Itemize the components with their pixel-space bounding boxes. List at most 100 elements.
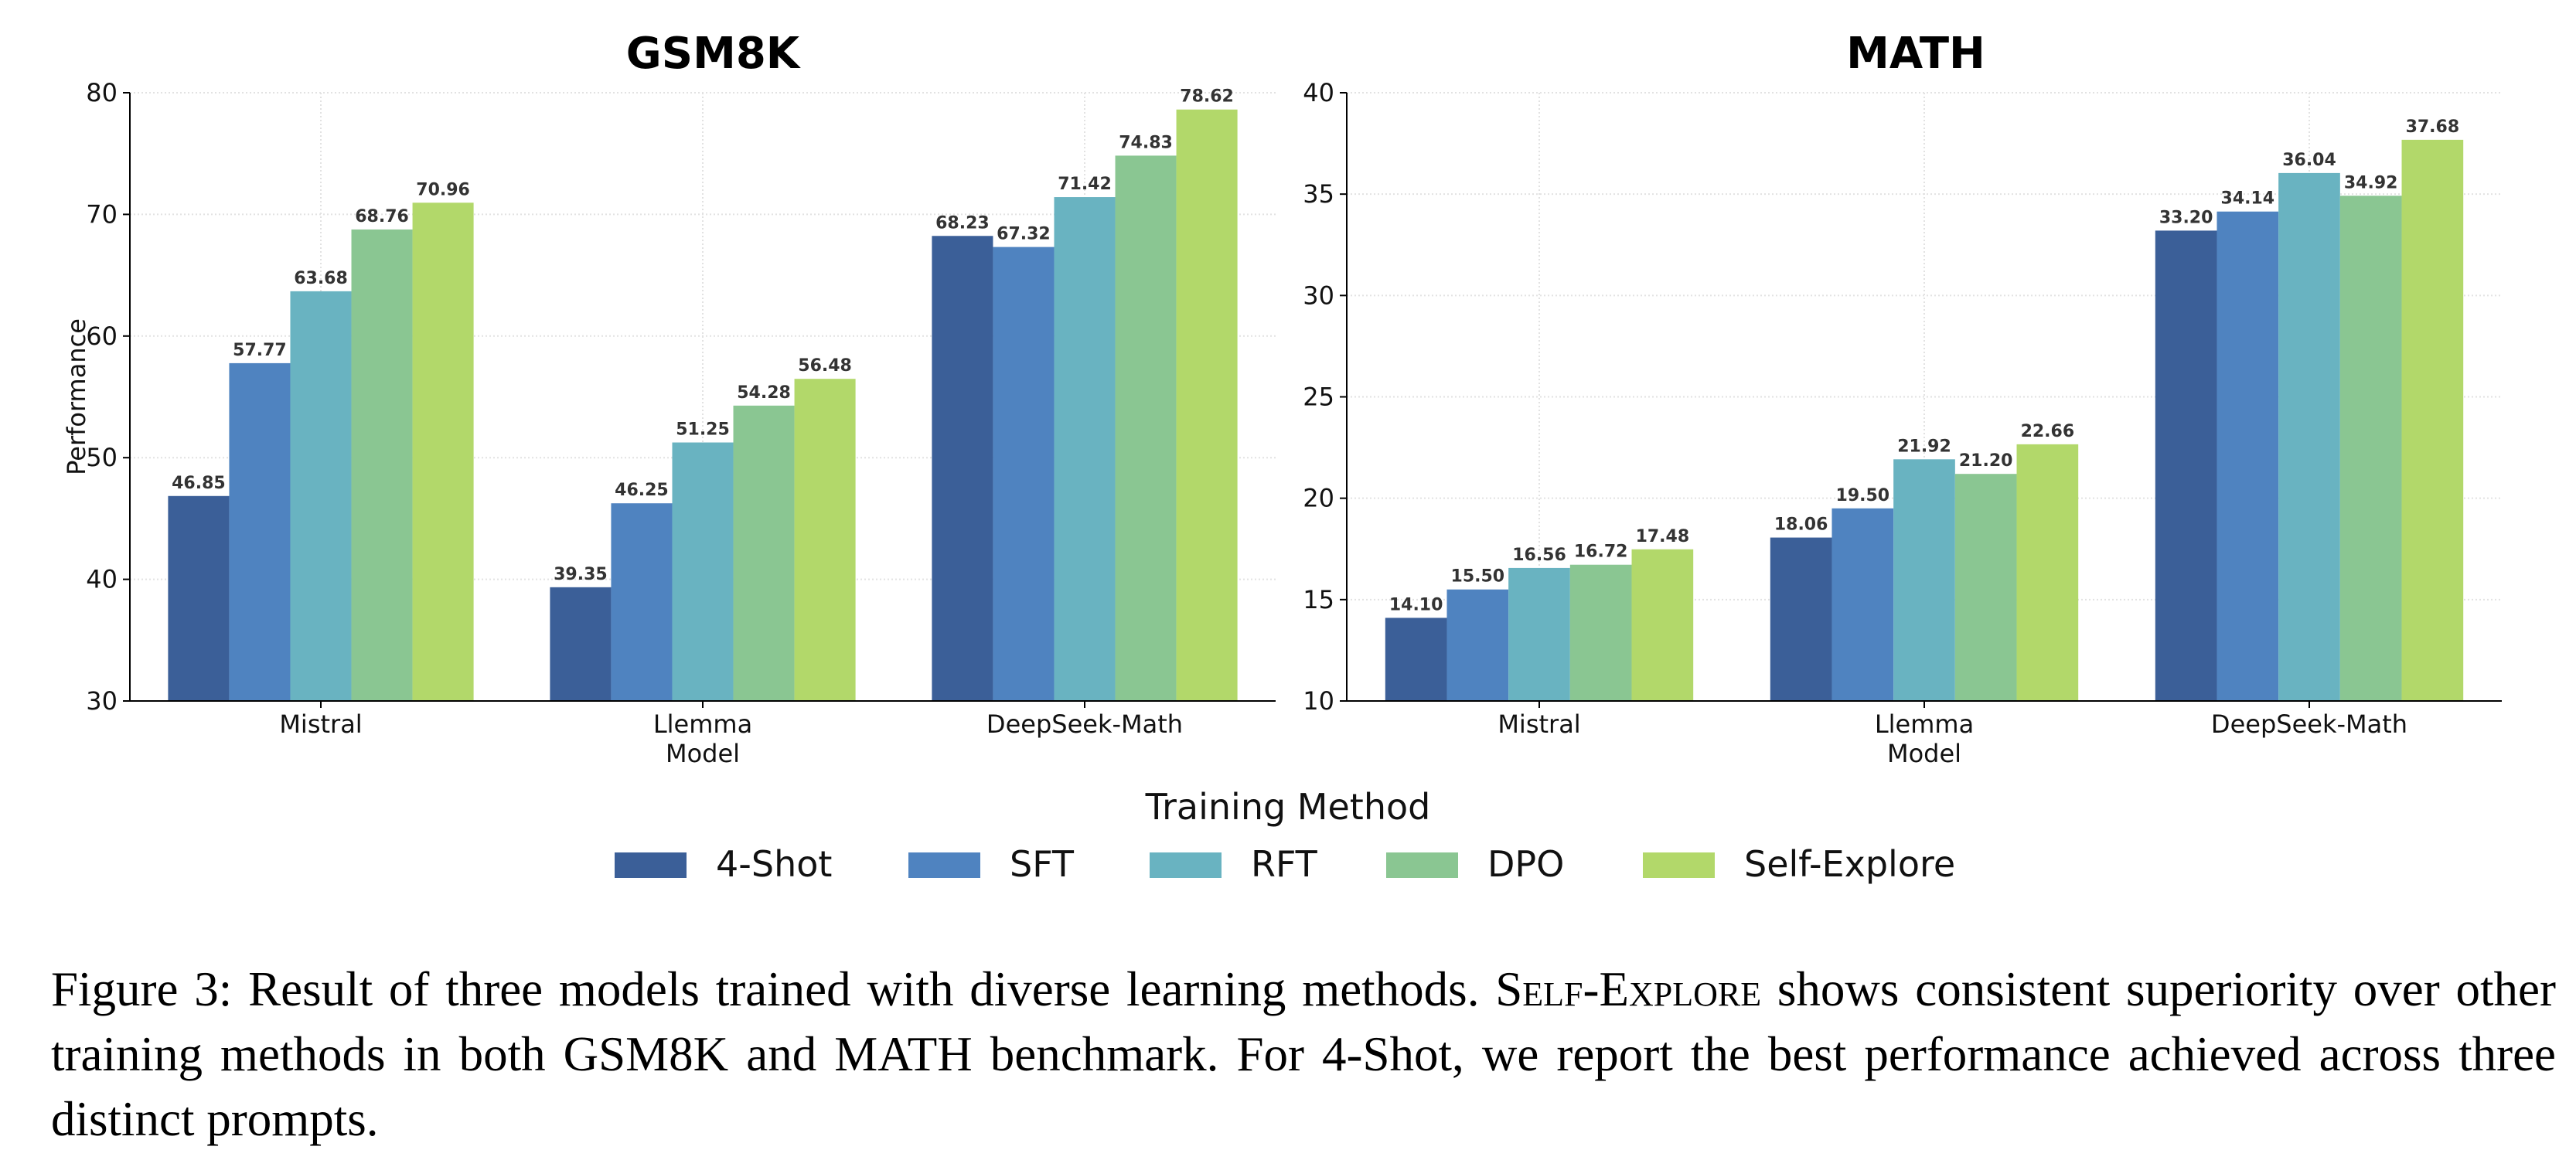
data-label: 46.85 — [172, 474, 226, 493]
bar — [1770, 537, 1832, 701]
data-label: 78.62 — [1180, 87, 1234, 107]
data-label: 51.25 — [676, 420, 730, 440]
bar — [2278, 172, 2340, 701]
x-tick-label: DeepSeek-Math — [986, 709, 1183, 739]
bar — [2339, 196, 2402, 702]
data-label: 14.10 — [1389, 595, 1443, 614]
legend-swatch — [1643, 852, 1715, 878]
bar — [611, 503, 673, 701]
bar — [2401, 139, 2464, 701]
y-tick-label: 60 — [86, 322, 118, 351]
x-tick-label: DeepSeek-Math — [2211, 709, 2407, 739]
legend-swatch — [615, 852, 687, 878]
caption-suffix: shows consistent superiority over other … — [51, 962, 2556, 1146]
legend-label: Self-Explore — [1744, 843, 1955, 885]
legend-label: RFT — [1251, 843, 1318, 885]
legend-title: Training Method — [1145, 786, 1431, 828]
data-label: 39.35 — [554, 565, 608, 584]
data-label: 34.14 — [2221, 189, 2275, 209]
legend-swatch — [908, 852, 980, 878]
data-label: 34.92 — [2344, 173, 2398, 192]
data-label: 17.48 — [1636, 527, 1690, 546]
x-tick-label: Llemma — [1875, 709, 1974, 739]
caption-prefix: Figure 3: Result of three models trained… — [51, 962, 1496, 1016]
bar — [794, 379, 856, 701]
y-tick-label: 70 — [86, 199, 118, 229]
data-label: 33.20 — [2159, 208, 2213, 227]
y-tick-label: 30 — [86, 686, 118, 716]
legend-label: SFT — [1010, 843, 1075, 885]
y-tick-label: 20 — [1303, 484, 1334, 513]
bar — [993, 247, 1055, 701]
bar — [733, 405, 795, 701]
y-tick-label: 30 — [1303, 281, 1334, 310]
bar — [1831, 508, 1894, 701]
data-label: 16.72 — [1574, 543, 1628, 562]
bar — [229, 362, 291, 701]
bar — [168, 495, 230, 701]
figure-charts: 46.85 39.35 68.23 57.77 46.25 67.32 63.68 51.25… — [62, 29, 2502, 885]
data-label: 63.68 — [294, 269, 348, 288]
data-label: 16.56 — [1512, 546, 1566, 565]
y-axis-label: Performance — [62, 318, 91, 475]
bar — [2016, 444, 2079, 701]
bar — [1115, 155, 1177, 701]
bar — [1446, 589, 1509, 701]
x-axis-label: Model — [1887, 739, 1961, 768]
y-tick-label: 40 — [86, 565, 118, 594]
bar — [1631, 549, 1694, 701]
y-tick-label: 50 — [86, 443, 118, 472]
data-label: 46.25 — [615, 481, 669, 500]
chart-title: MATH — [1846, 29, 1985, 79]
data-label: 68.23 — [935, 213, 990, 233]
data-label: 15.50 — [1451, 567, 1505, 587]
bar — [1569, 564, 1632, 701]
data-label: 54.28 — [737, 383, 791, 403]
chart-panel-gsm8k: 46.85 39.35 68.23 57.77 46.25 67.32 63.68 51.25… — [62, 29, 1276, 768]
y-tick-label: 10 — [1303, 686, 1334, 716]
chart-panel-math: 14.10 18.06 33.20 15.50 19.50 34.14 16.56 21.92… — [1303, 29, 2502, 768]
y-tick-label: 40 — [1303, 78, 1334, 107]
legend-label: 4-Shot — [716, 843, 832, 885]
bar — [2155, 230, 2217, 701]
data-label: 70.96 — [416, 180, 470, 199]
bar — [2217, 211, 2279, 702]
data-label: 74.83 — [1119, 133, 1173, 152]
bar — [932, 236, 993, 702]
x-tick-label: Llemma — [653, 709, 752, 739]
data-label: 18.06 — [1774, 515, 1828, 535]
x-axis-label: Model — [666, 739, 740, 768]
x-tick-label: Mistral — [279, 709, 362, 739]
figure-caption: Figure 3: Result of three models trained… — [51, 957, 2556, 1152]
legend-label: DPO — [1487, 843, 1564, 885]
data-label: 56.48 — [798, 356, 852, 376]
bar — [550, 587, 612, 701]
bar — [1176, 109, 1238, 702]
bar — [351, 229, 413, 701]
data-label: 68.76 — [355, 207, 409, 226]
chart-title: GSM8K — [626, 29, 802, 79]
x-tick-label: Mistral — [1498, 709, 1580, 739]
data-label: 67.32 — [997, 225, 1051, 244]
data-label: 21.92 — [1897, 437, 1951, 456]
y-tick-label: 25 — [1303, 383, 1334, 412]
legend-swatch — [1150, 852, 1222, 878]
bar — [1054, 197, 1116, 701]
caption-method-name: Self-Explore — [1495, 962, 1762, 1016]
legend-swatch — [1386, 852, 1458, 878]
data-label: 22.66 — [2021, 422, 2075, 441]
y-tick-label: 35 — [1303, 179, 1334, 209]
data-label: 37.68 — [2406, 117, 2460, 137]
bar — [412, 202, 474, 701]
data-label: 36.04 — [2282, 151, 2336, 170]
bar — [1385, 618, 1447, 701]
bar — [1954, 474, 2017, 701]
data-label: 71.42 — [1058, 175, 1112, 194]
bar — [290, 291, 352, 701]
data-label: 57.77 — [233, 341, 287, 360]
y-tick-label: 80 — [86, 78, 118, 107]
legend: Training Method 4-Shot SFT RFT DPO Self-Explo… — [615, 786, 1955, 885]
data-label: 19.50 — [1836, 486, 1890, 505]
bar — [1508, 567, 1570, 701]
bar — [1893, 459, 1955, 701]
